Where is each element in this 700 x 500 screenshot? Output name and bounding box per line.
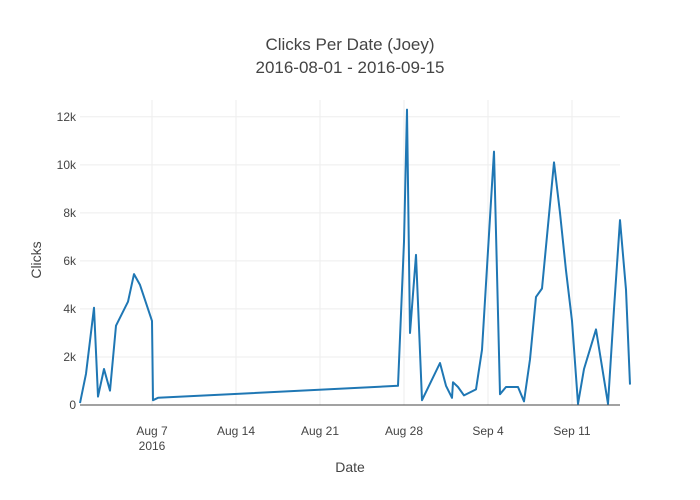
chart-title-line2: 2016-08-01 - 2016-09-15 [255,58,444,77]
x-tick-label: Aug 14 [217,424,255,438]
series-line [79,108,631,405]
x-tick-label: Aug 21 [301,424,339,438]
series-layer [79,108,631,405]
x-tick-label: Aug 7 [136,424,168,438]
y-tick-label: 8k [63,206,77,220]
y-tick-label: 6k [63,254,77,268]
x-tick-label: Sep 4 [472,424,504,438]
x-tick-label: Sep 11 [553,424,590,438]
x-tick-label: Aug 28 [385,424,423,438]
x-tick-sublabel: 2016 [139,439,166,453]
y-axis-title: Clicks [28,241,44,278]
y-tick-label: 12k [57,110,77,124]
chart-title-line1: Clicks Per Date (Joey) [265,35,434,54]
y-tick-label: 4k [63,302,77,316]
x-axis-title: Date [335,459,365,475]
y-tick-label: 0 [69,398,76,412]
y-tick-label: 10k [57,158,77,172]
y-tick-label: 2k [63,350,77,364]
